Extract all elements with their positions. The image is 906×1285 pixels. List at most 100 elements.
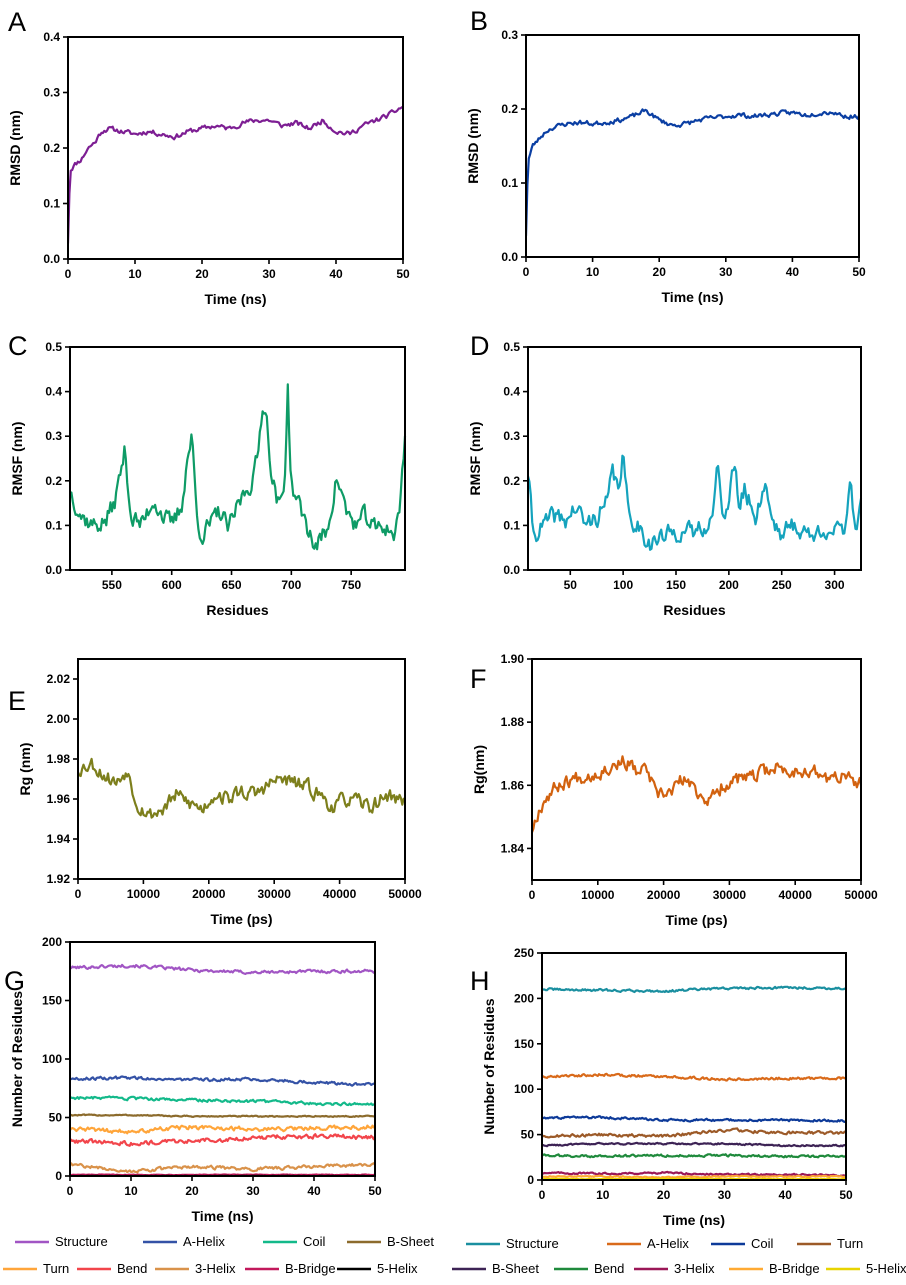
plot-frame [531, 658, 862, 881]
series-line-structure [542, 985, 847, 994]
legend-g: Structure A-Helix Coil B-Sheet Turn Bend 3-Hel… [3, 1234, 434, 1276]
y-tick-label: 0.0 [501, 250, 518, 264]
x-tick-label: 700 [281, 578, 301, 592]
y-tick-label: 0.2 [501, 102, 518, 116]
panel-label: G [4, 966, 25, 996]
legend-label: B-Sheet [387, 1234, 434, 1249]
series-line-rmsf [528, 454, 863, 551]
y-tick-label: 1.98 [47, 752, 71, 766]
x-tick-label: 40 [779, 1188, 793, 1202]
x-tick-label: 50000 [388, 887, 422, 901]
y-tick-label: 0.1 [43, 197, 60, 211]
y-axis-title: RMSD (nm) [7, 110, 23, 185]
panel-label: D [470, 331, 490, 361]
panel-label: F [470, 664, 487, 694]
legend-label: Turn [43, 1261, 69, 1276]
y-tick-label: 50 [521, 1128, 535, 1142]
x-tick-label: 30000 [713, 888, 747, 902]
x-tick-label: 0 [75, 887, 82, 901]
y-tick-label: 250 [514, 946, 534, 960]
x-tick-label: 10 [596, 1188, 610, 1202]
x-tick-label: 30 [246, 1184, 260, 1198]
chart-panel-b: B 0 10 20 30 40 50 0.0 0.1 0.2 0.3 Time (ns) RMSD (n… [465, 6, 866, 305]
x-tick-label: 0 [67, 1184, 74, 1198]
chart-panel-e: E 0 10000 20000 30000 40000 50000 1.92 1.94 1.96 1… [8, 658, 422, 927]
series-line-coil [70, 1095, 376, 1107]
series-line-3-helix [542, 1170, 847, 1178]
series-line-rg [532, 755, 863, 833]
x-tick-label: 10000 [127, 887, 161, 901]
legend-label: B-Bridge [285, 1261, 336, 1276]
x-tick-label: 10 [128, 267, 142, 281]
y-tick-label: 50 [49, 1111, 63, 1125]
y-axis-title: Number of Residues [9, 991, 25, 1127]
y-axis-title: Number of Residues [481, 998, 497, 1134]
plot-frame [541, 952, 847, 1181]
series-line-bend [70, 1133, 377, 1147]
y-tick-label: 0.2 [503, 474, 520, 488]
x-tick-label: 20 [185, 1184, 199, 1198]
y-tick-label: 0 [55, 1169, 62, 1183]
x-tick-label: 550 [102, 578, 122, 592]
x-axis-title: Residues [206, 602, 268, 618]
x-axis-title: Time (ps) [666, 912, 728, 928]
x-tick-label: 50 [839, 1188, 853, 1202]
x-axis-title: Time (ns) [192, 1208, 254, 1224]
y-tick-label: 0.3 [501, 28, 518, 42]
series-line-turn [70, 1124, 376, 1135]
x-tick-label: 0 [65, 267, 72, 281]
y-tick-label: 1.96 [47, 792, 71, 806]
x-tick-label: 40000 [323, 887, 357, 901]
x-tick-label: 40 [786, 265, 800, 279]
y-tick-label: 150 [42, 994, 62, 1008]
y-tick-label: 0.4 [45, 385, 62, 399]
x-tick-label: 150 [666, 578, 686, 592]
legend-h: Structure A-Helix Coil Turn B-Sheet Bend 3-Hel… [452, 1236, 906, 1276]
x-tick-label: 10 [124, 1184, 138, 1198]
y-tick-label: 100 [42, 1052, 62, 1066]
y-tick-label: 0.4 [43, 30, 60, 44]
y-tick-label: 200 [42, 935, 62, 949]
series-line-a-helix [70, 1075, 376, 1087]
x-tick-label: 100 [613, 578, 633, 592]
panel-label: C [8, 331, 28, 361]
x-tick-label: 40 [307, 1184, 321, 1198]
chart-panel-a: A 0 10 20 30 40 50 0.0 0.1 0.2 0.3 0.4 Time (ns) RMSD… [7, 7, 410, 307]
x-tick-label: 0 [529, 888, 536, 902]
legend-label: A-Helix [647, 1236, 689, 1251]
y-tick-label: 0.0 [43, 252, 60, 266]
y-tick-label: 0.2 [45, 474, 62, 488]
x-tick-label: 650 [222, 578, 242, 592]
plot-frame [67, 36, 404, 260]
chart-panel-h: H 0 10 20 30 40 50 0 50 100 150 200 250 Time (ns) Numb… [452, 946, 906, 1276]
series-line-b-sheet [70, 1113, 376, 1119]
series-line-b-sheet [542, 1141, 847, 1148]
x-axis-title: Time (ns) [205, 291, 267, 307]
y-tick-label: 1.84 [501, 841, 525, 855]
legend-label: 3-Helix [674, 1261, 715, 1276]
x-axis-title: Time (ns) [663, 1212, 725, 1228]
y-tick-label: 2.00 [47, 712, 71, 726]
y-tick-label: 0.1 [45, 518, 62, 532]
legend-label: 5-Helix [377, 1261, 418, 1276]
x-tick-label: 20 [195, 267, 209, 281]
x-tick-label: 20 [653, 265, 667, 279]
x-tick-label: 30000 [258, 887, 292, 901]
y-axis-title: RMSF (nm) [9, 422, 25, 496]
x-tick-label: 200 [719, 578, 739, 592]
legend-label: Bend [117, 1261, 147, 1276]
chart-panel-g: G 0 10 20 30 40 50 0 50 100 150 200 Time (ns) Number … [3, 935, 434, 1276]
y-tick-label: 100 [514, 1082, 534, 1096]
series-line-3-helix [70, 1162, 376, 1174]
y-tick-label: 150 [514, 1037, 534, 1051]
y-tick-label: 0.4 [503, 385, 520, 399]
y-tick-label: 0.0 [503, 563, 520, 577]
y-tick-label: 1.88 [501, 715, 525, 729]
series-line-turn [542, 1127, 847, 1139]
x-tick-label: 50000 [844, 888, 878, 902]
plot-frame [527, 346, 862, 571]
x-tick-label: 30 [719, 265, 733, 279]
legend-label: Coil [751, 1236, 774, 1251]
x-axis-title: Time (ps) [211, 911, 273, 927]
panel-label: A [8, 7, 26, 37]
